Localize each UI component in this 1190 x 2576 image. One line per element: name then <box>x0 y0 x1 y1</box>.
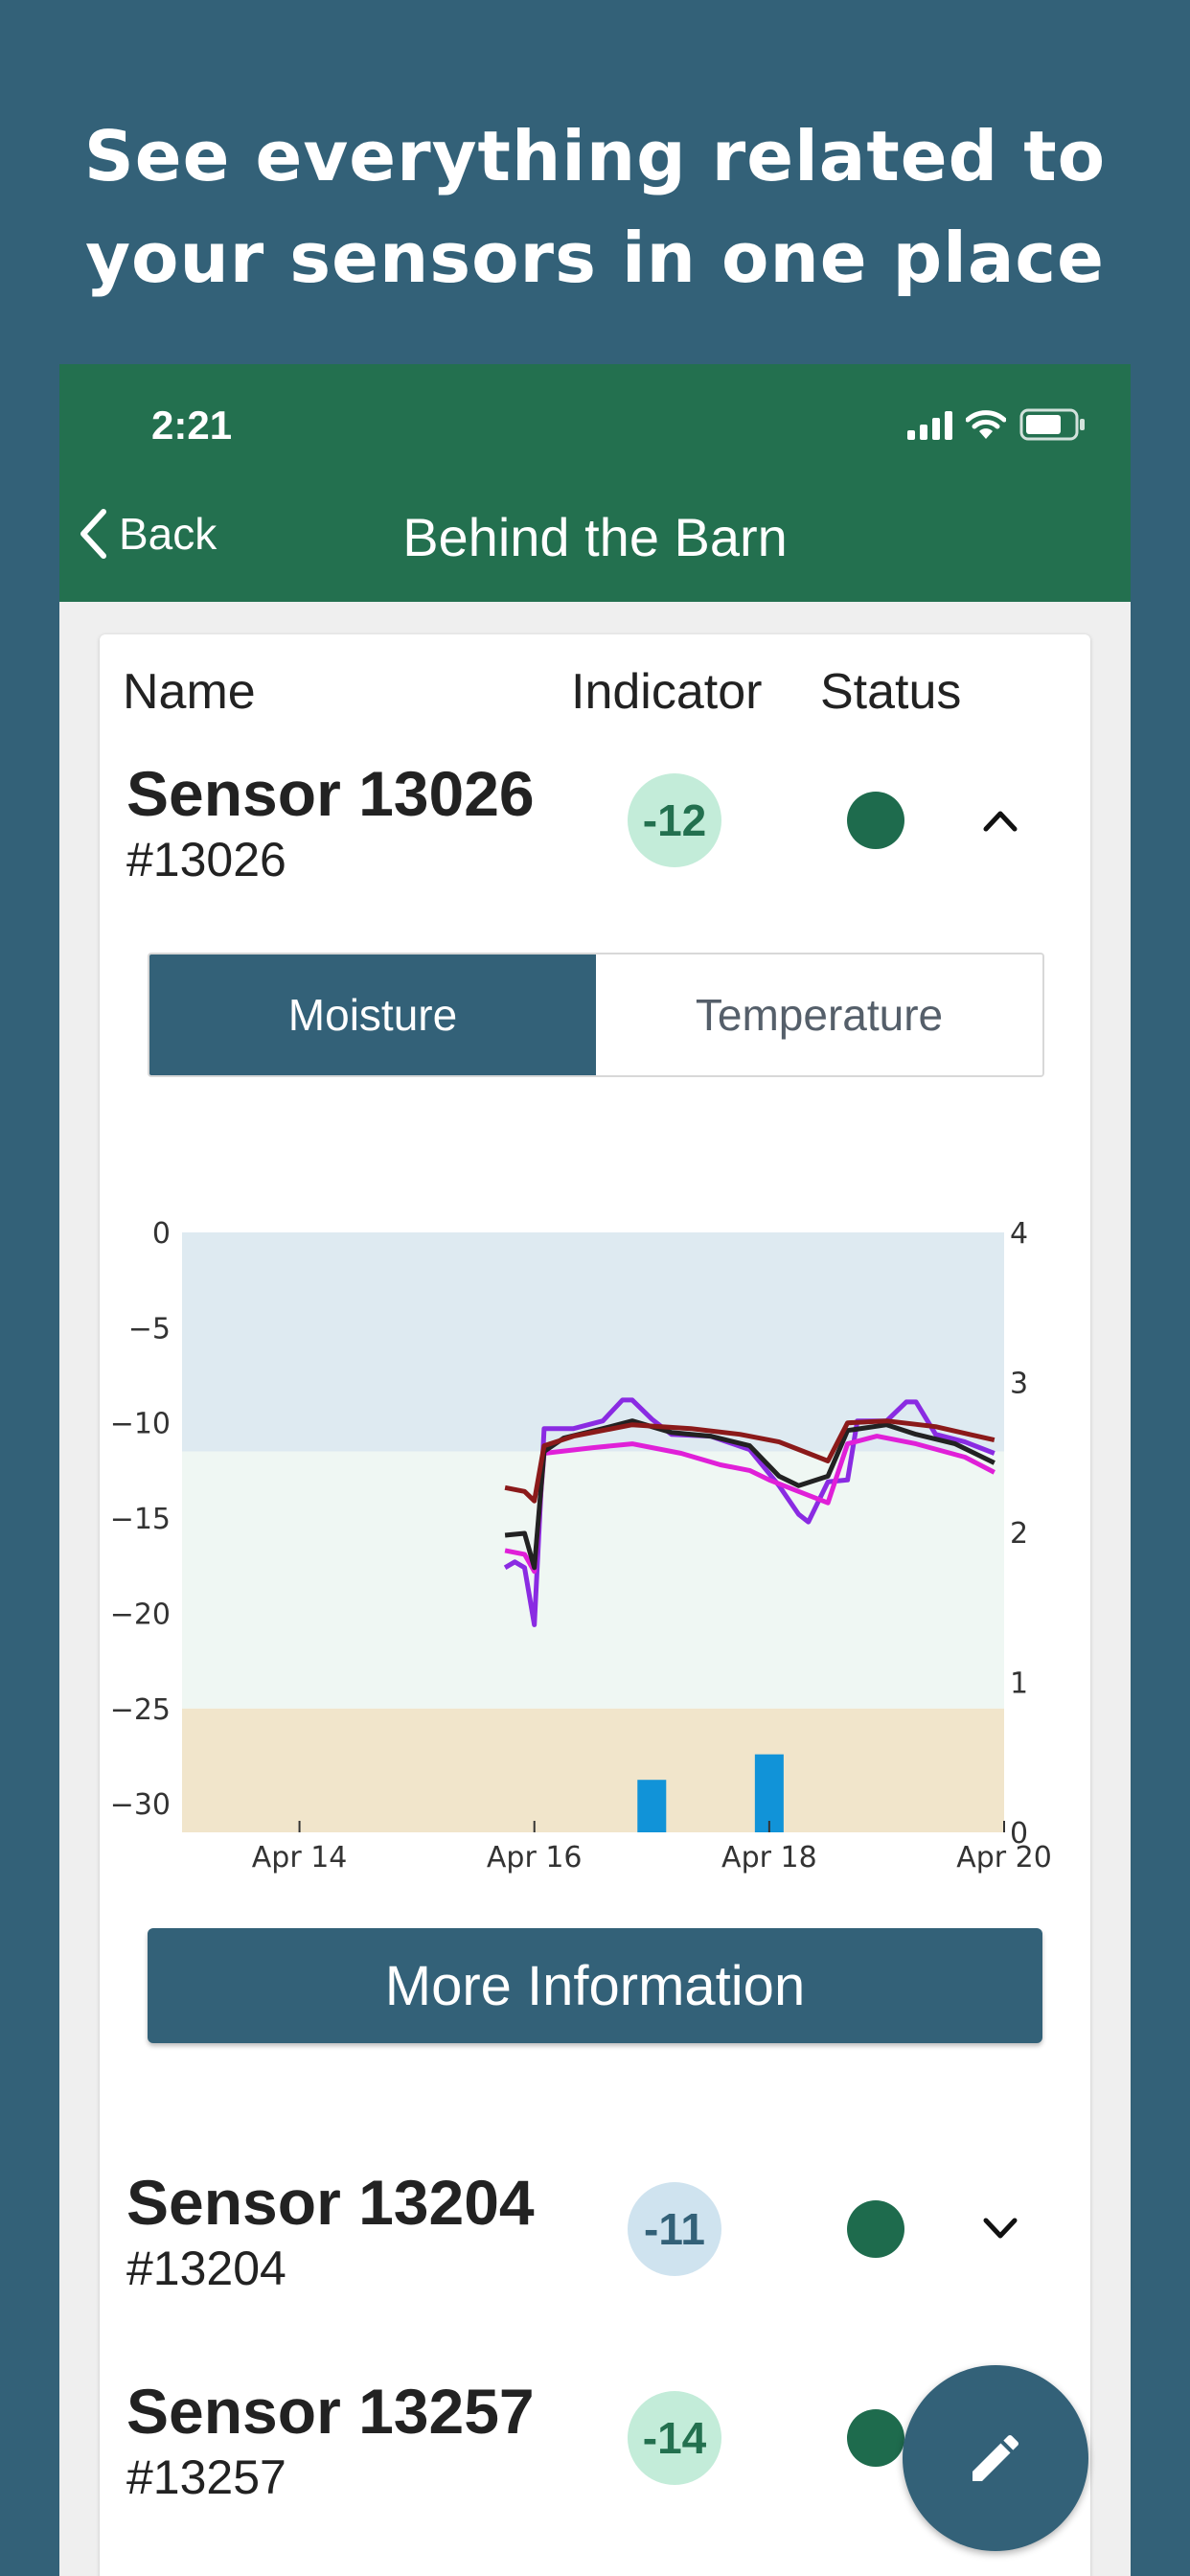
y-tick-label: −5 <box>128 1312 171 1346</box>
indicator-badge: -12 <box>628 773 721 867</box>
pencil-icon <box>973 2434 1019 2481</box>
chart-band <box>182 1708 1004 1832</box>
status-dot <box>847 2409 904 2467</box>
column-header-status: Status <box>820 664 962 720</box>
chart-series-line <box>503 1397 995 1627</box>
y2-tick-label: 3 <box>1010 1368 1028 1401</box>
sensor-name: Sensor 13204 <box>126 2167 535 2238</box>
indicator-badge: -11 <box>628 2182 721 2276</box>
chart-band <box>182 1232 1004 1452</box>
y-tick-label: −25 <box>110 1693 171 1727</box>
status-icons <box>907 408 1087 441</box>
wifi-icon <box>966 410 1006 439</box>
sensor-list-card: Name Indicator Status Sensor 13026 #1302… <box>100 634 1090 2576</box>
moisture-chart: 0 −5 −10 −15 −20 −25 −30 0 1 2 3 4 Apr 14 Apr 16 Apr 1… <box>110 1217 1052 1874</box>
y2-tick-label: 1 <box>1010 1668 1028 1701</box>
metric-toggle: Moisture Temperature <box>148 953 1044 1077</box>
indicator-badge: -14 <box>628 2391 721 2485</box>
back-label: Back <box>119 509 217 559</box>
y2-tick-label: 4 <box>1010 1217 1028 1251</box>
status-time: 2:21 <box>151 402 233 448</box>
chevron-left-icon <box>80 509 106 559</box>
chevron-down-icon[interactable] <box>981 2216 1019 2242</box>
tab-moisture[interactable]: Moisture <box>149 954 596 1075</box>
tab-temperature[interactable]: Temperature <box>596 954 1042 1075</box>
x-tick-label: Apr 20 <box>956 1841 1052 1874</box>
headline-line-2: your sensors in one place <box>85 218 1105 298</box>
chart-bar <box>754 1754 784 1832</box>
y2-tick-label: 0 <box>1010 1817 1028 1851</box>
screen-title: Behind the Barn <box>402 507 788 567</box>
more-information-button[interactable]: More Information <box>148 1928 1042 2043</box>
y-tick-label: −20 <box>110 1598 171 1631</box>
chevron-up-icon[interactable] <box>981 807 1019 834</box>
y2-tick-label: 2 <box>1010 1517 1028 1551</box>
column-header-name: Name <box>123 664 256 720</box>
chart-bar <box>637 1780 667 1832</box>
headline: See everything related to your sensors i… <box>0 105 1190 309</box>
back-button[interactable]: Back <box>79 508 217 560</box>
chart-series-line <box>504 1418 995 1504</box>
x-tick-label: Apr 18 <box>721 1841 817 1874</box>
phone-screen: 2:21 Back Behind the Barn Name <box>59 364 1131 2576</box>
sensor-id: #13204 <box>126 2242 286 2295</box>
y-tick-label: −15 <box>110 1503 171 1536</box>
sensor-id: #13257 <box>126 2450 286 2504</box>
y-tick-label: −30 <box>110 1788 171 1822</box>
top-bar: 2:21 Back Behind the Barn <box>59 364 1131 602</box>
sensor-name: Sensor 13257 <box>126 2376 535 2447</box>
status-dot <box>847 792 904 849</box>
chart-series-line <box>504 1418 995 1571</box>
y-tick-label: 0 <box>152 1217 171 1251</box>
battery-icon <box>1019 408 1085 441</box>
y-tick-label: −10 <box>110 1408 171 1441</box>
x-tick-label: Apr 16 <box>487 1841 583 1874</box>
x-tick-label: Apr 14 <box>252 1841 348 1874</box>
sensor-id: #13026 <box>126 833 286 886</box>
headline-line-1: See everything related to <box>83 116 1107 196</box>
sensor-name: Sensor 13026 <box>126 758 535 829</box>
chart-band <box>182 1451 1004 1709</box>
signal-icon <box>907 409 952 440</box>
edit-fab-button[interactable] <box>903 2365 1088 2551</box>
status-dot <box>847 2200 904 2258</box>
column-header-indicator: Indicator <box>571 664 763 720</box>
